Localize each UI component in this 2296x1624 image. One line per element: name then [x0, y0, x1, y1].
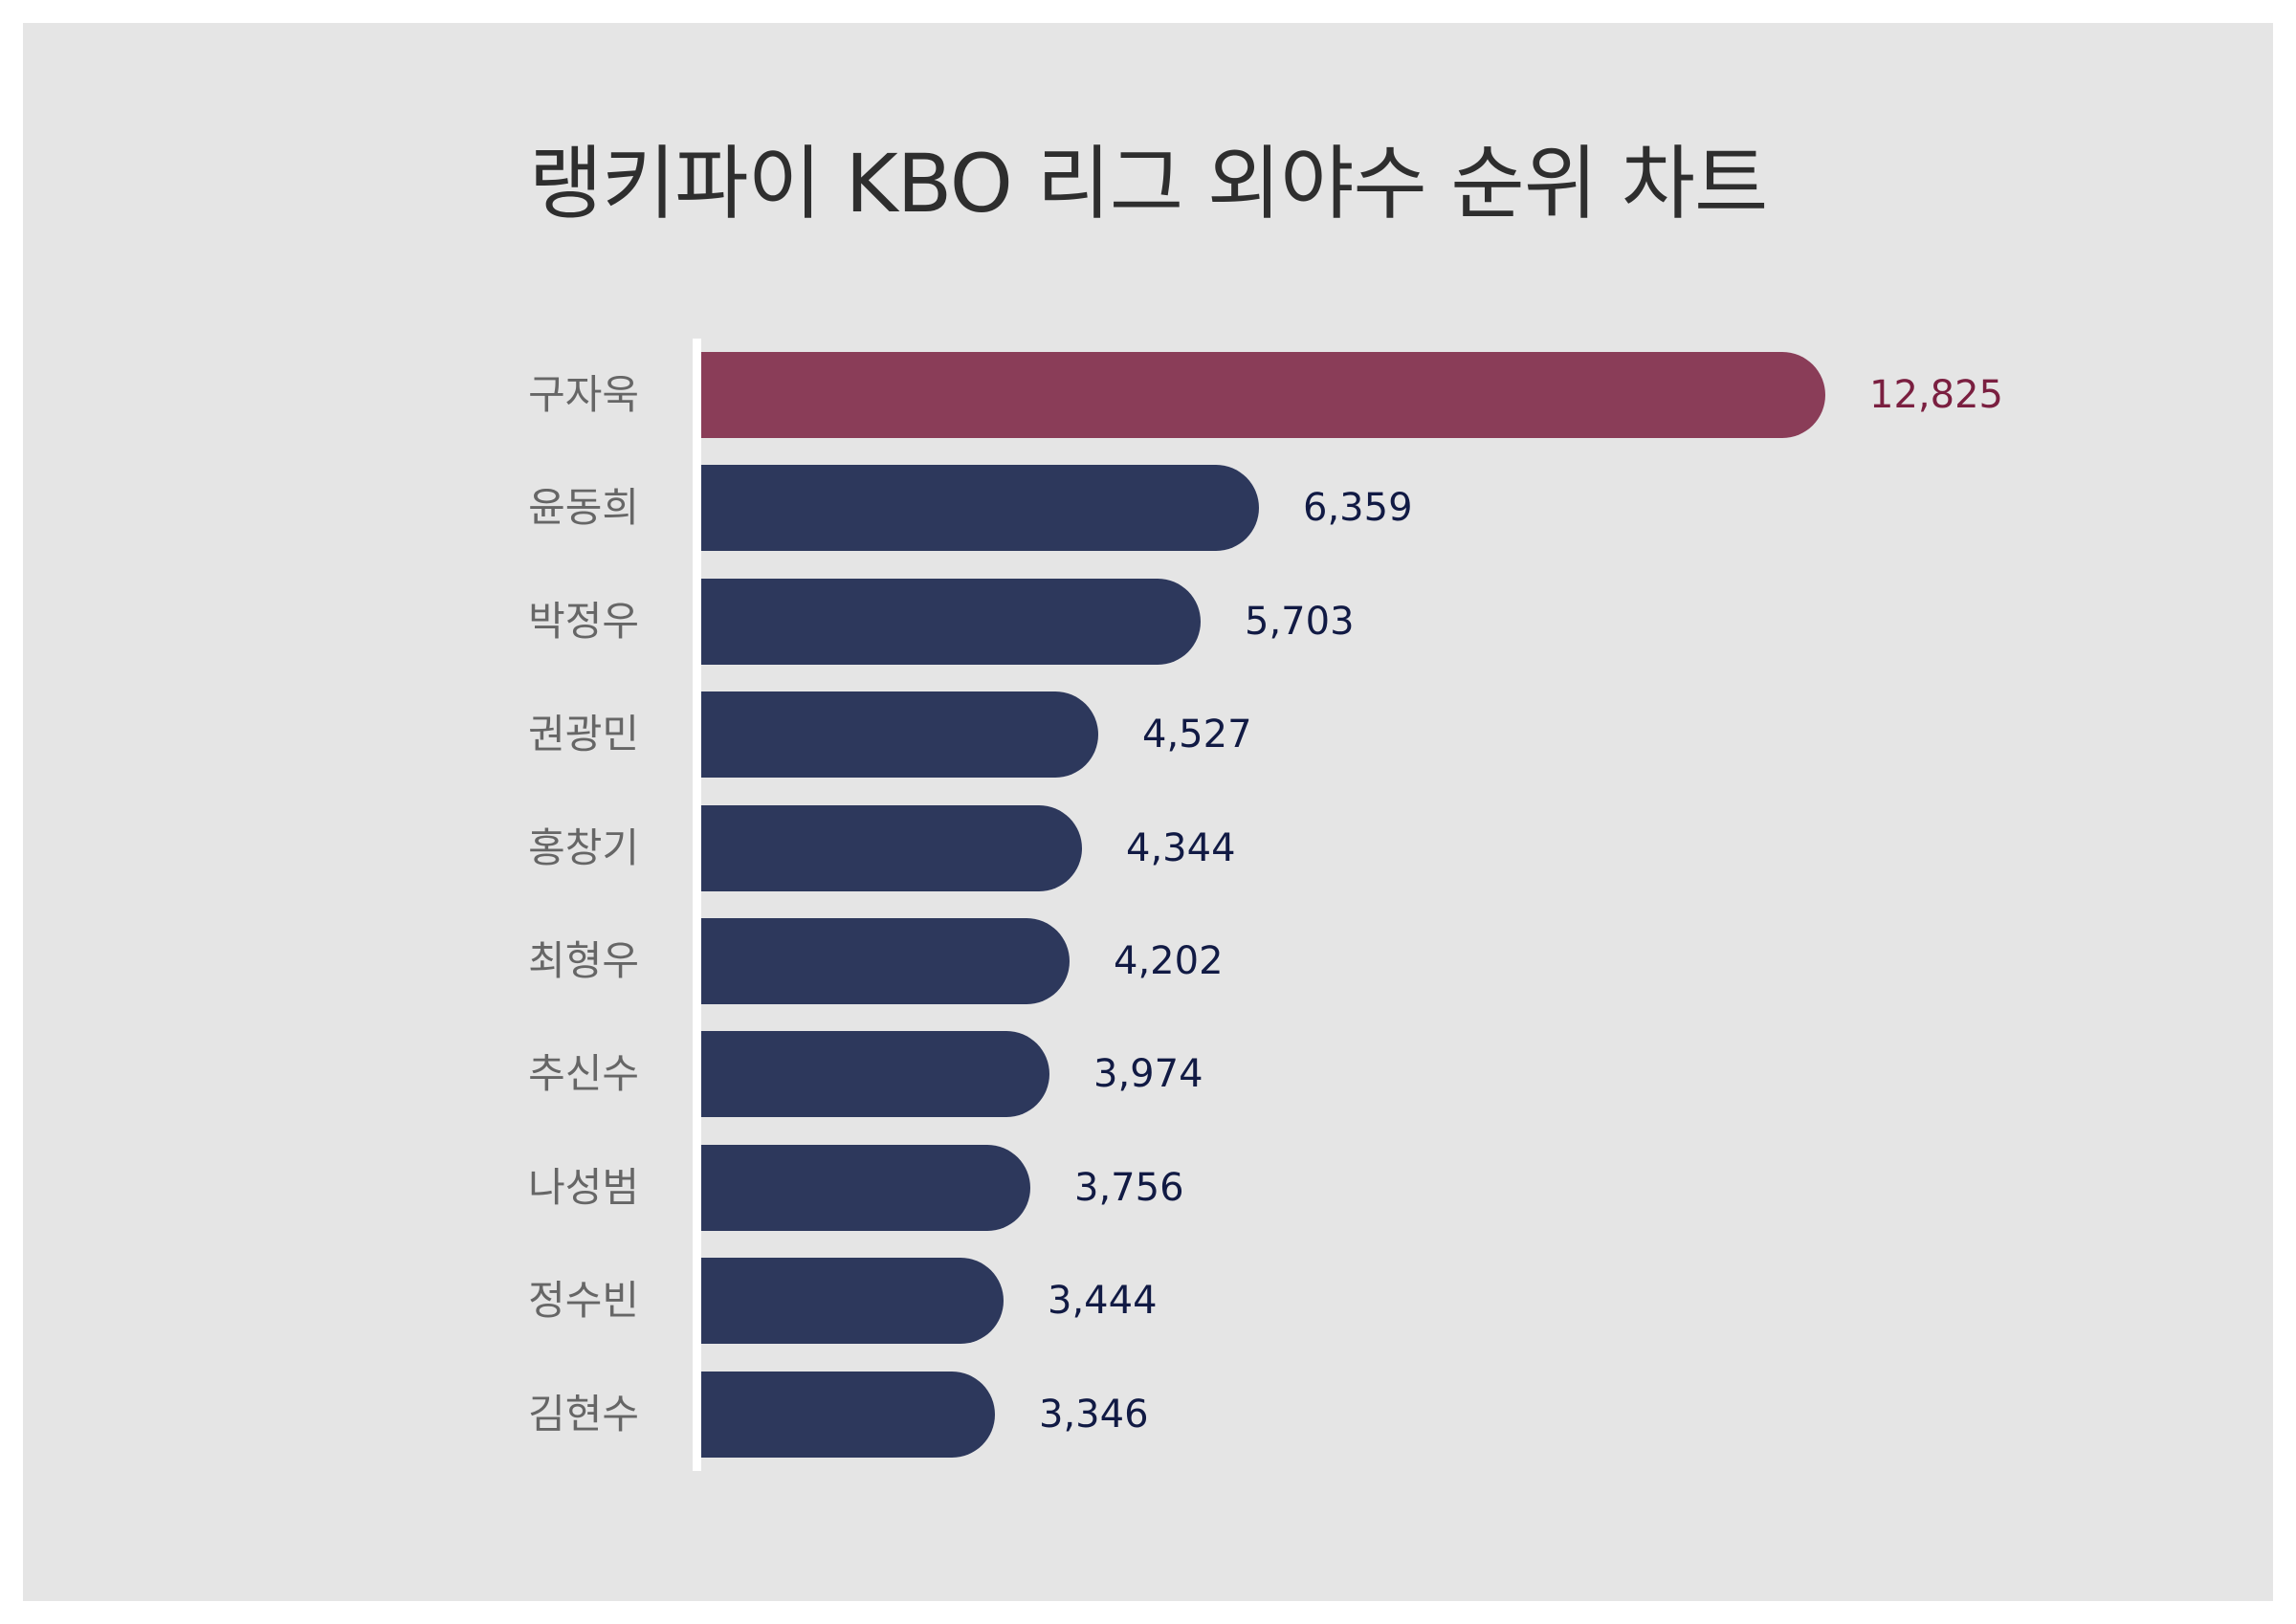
value-label: 3,756	[1074, 1165, 1184, 1210]
bar	[701, 1031, 1049, 1118]
value-label: 4,527	[1142, 713, 1252, 757]
category-label: 홍창기	[528, 823, 639, 871]
y-axis-line	[693, 339, 701, 1471]
category-label: 구자욱	[528, 371, 639, 418]
bar-row: 나성범 3,756	[0, 1144, 2296, 1231]
category-label: 김현수	[528, 1390, 639, 1437]
value-label: 4,202	[1114, 939, 1224, 983]
category-label: 추신수	[528, 1050, 639, 1098]
category-label: 권광민	[528, 711, 639, 758]
bar-row: 윤동희 6,359	[0, 465, 2296, 552]
value-label: 3,346	[1039, 1392, 1149, 1437]
value-label: 6,359	[1303, 486, 1413, 531]
bar	[701, 1258, 1004, 1345]
bar-row: 최형우 4,202	[0, 918, 2296, 1004]
value-label: 12,825	[1869, 373, 2003, 417]
bar	[701, 1371, 995, 1458]
value-label: 5,703	[1245, 599, 1355, 644]
bar-row: 홍창기 4,344	[0, 804, 2296, 891]
bar	[701, 1144, 1030, 1231]
category-label: 박정우	[528, 597, 639, 645]
bar-row: 김현수 3,346	[0, 1371, 2296, 1458]
value-label: 3,444	[1048, 1279, 1158, 1324]
chart-title: 랭키파이 KBO 리그 외야수 순위 차트	[528, 137, 1769, 230]
category-label: 정수빈	[528, 1277, 639, 1325]
value-label: 3,974	[1093, 1052, 1203, 1097]
bar-row: 권광민 4,527	[0, 691, 2296, 779]
bar-row: 박정우 5,703	[0, 578, 2296, 665]
category-label: 나성범	[528, 1163, 639, 1211]
chart-background	[23, 23, 2273, 1601]
bar-row: 정수빈 3,444	[0, 1258, 2296, 1345]
bar-row: 구자욱 12,825	[0, 352, 2296, 438]
bar-row: 추신수 3,974	[0, 1031, 2296, 1118]
bar	[701, 465, 1259, 552]
bar	[701, 352, 1825, 438]
category-label: 윤동희	[528, 484, 639, 532]
bar	[701, 578, 1201, 665]
bar	[701, 691, 1098, 779]
value-label: 4,344	[1126, 825, 1236, 870]
bar	[701, 918, 1070, 1004]
bar	[701, 804, 1082, 891]
category-label: 최형우	[528, 937, 639, 984]
